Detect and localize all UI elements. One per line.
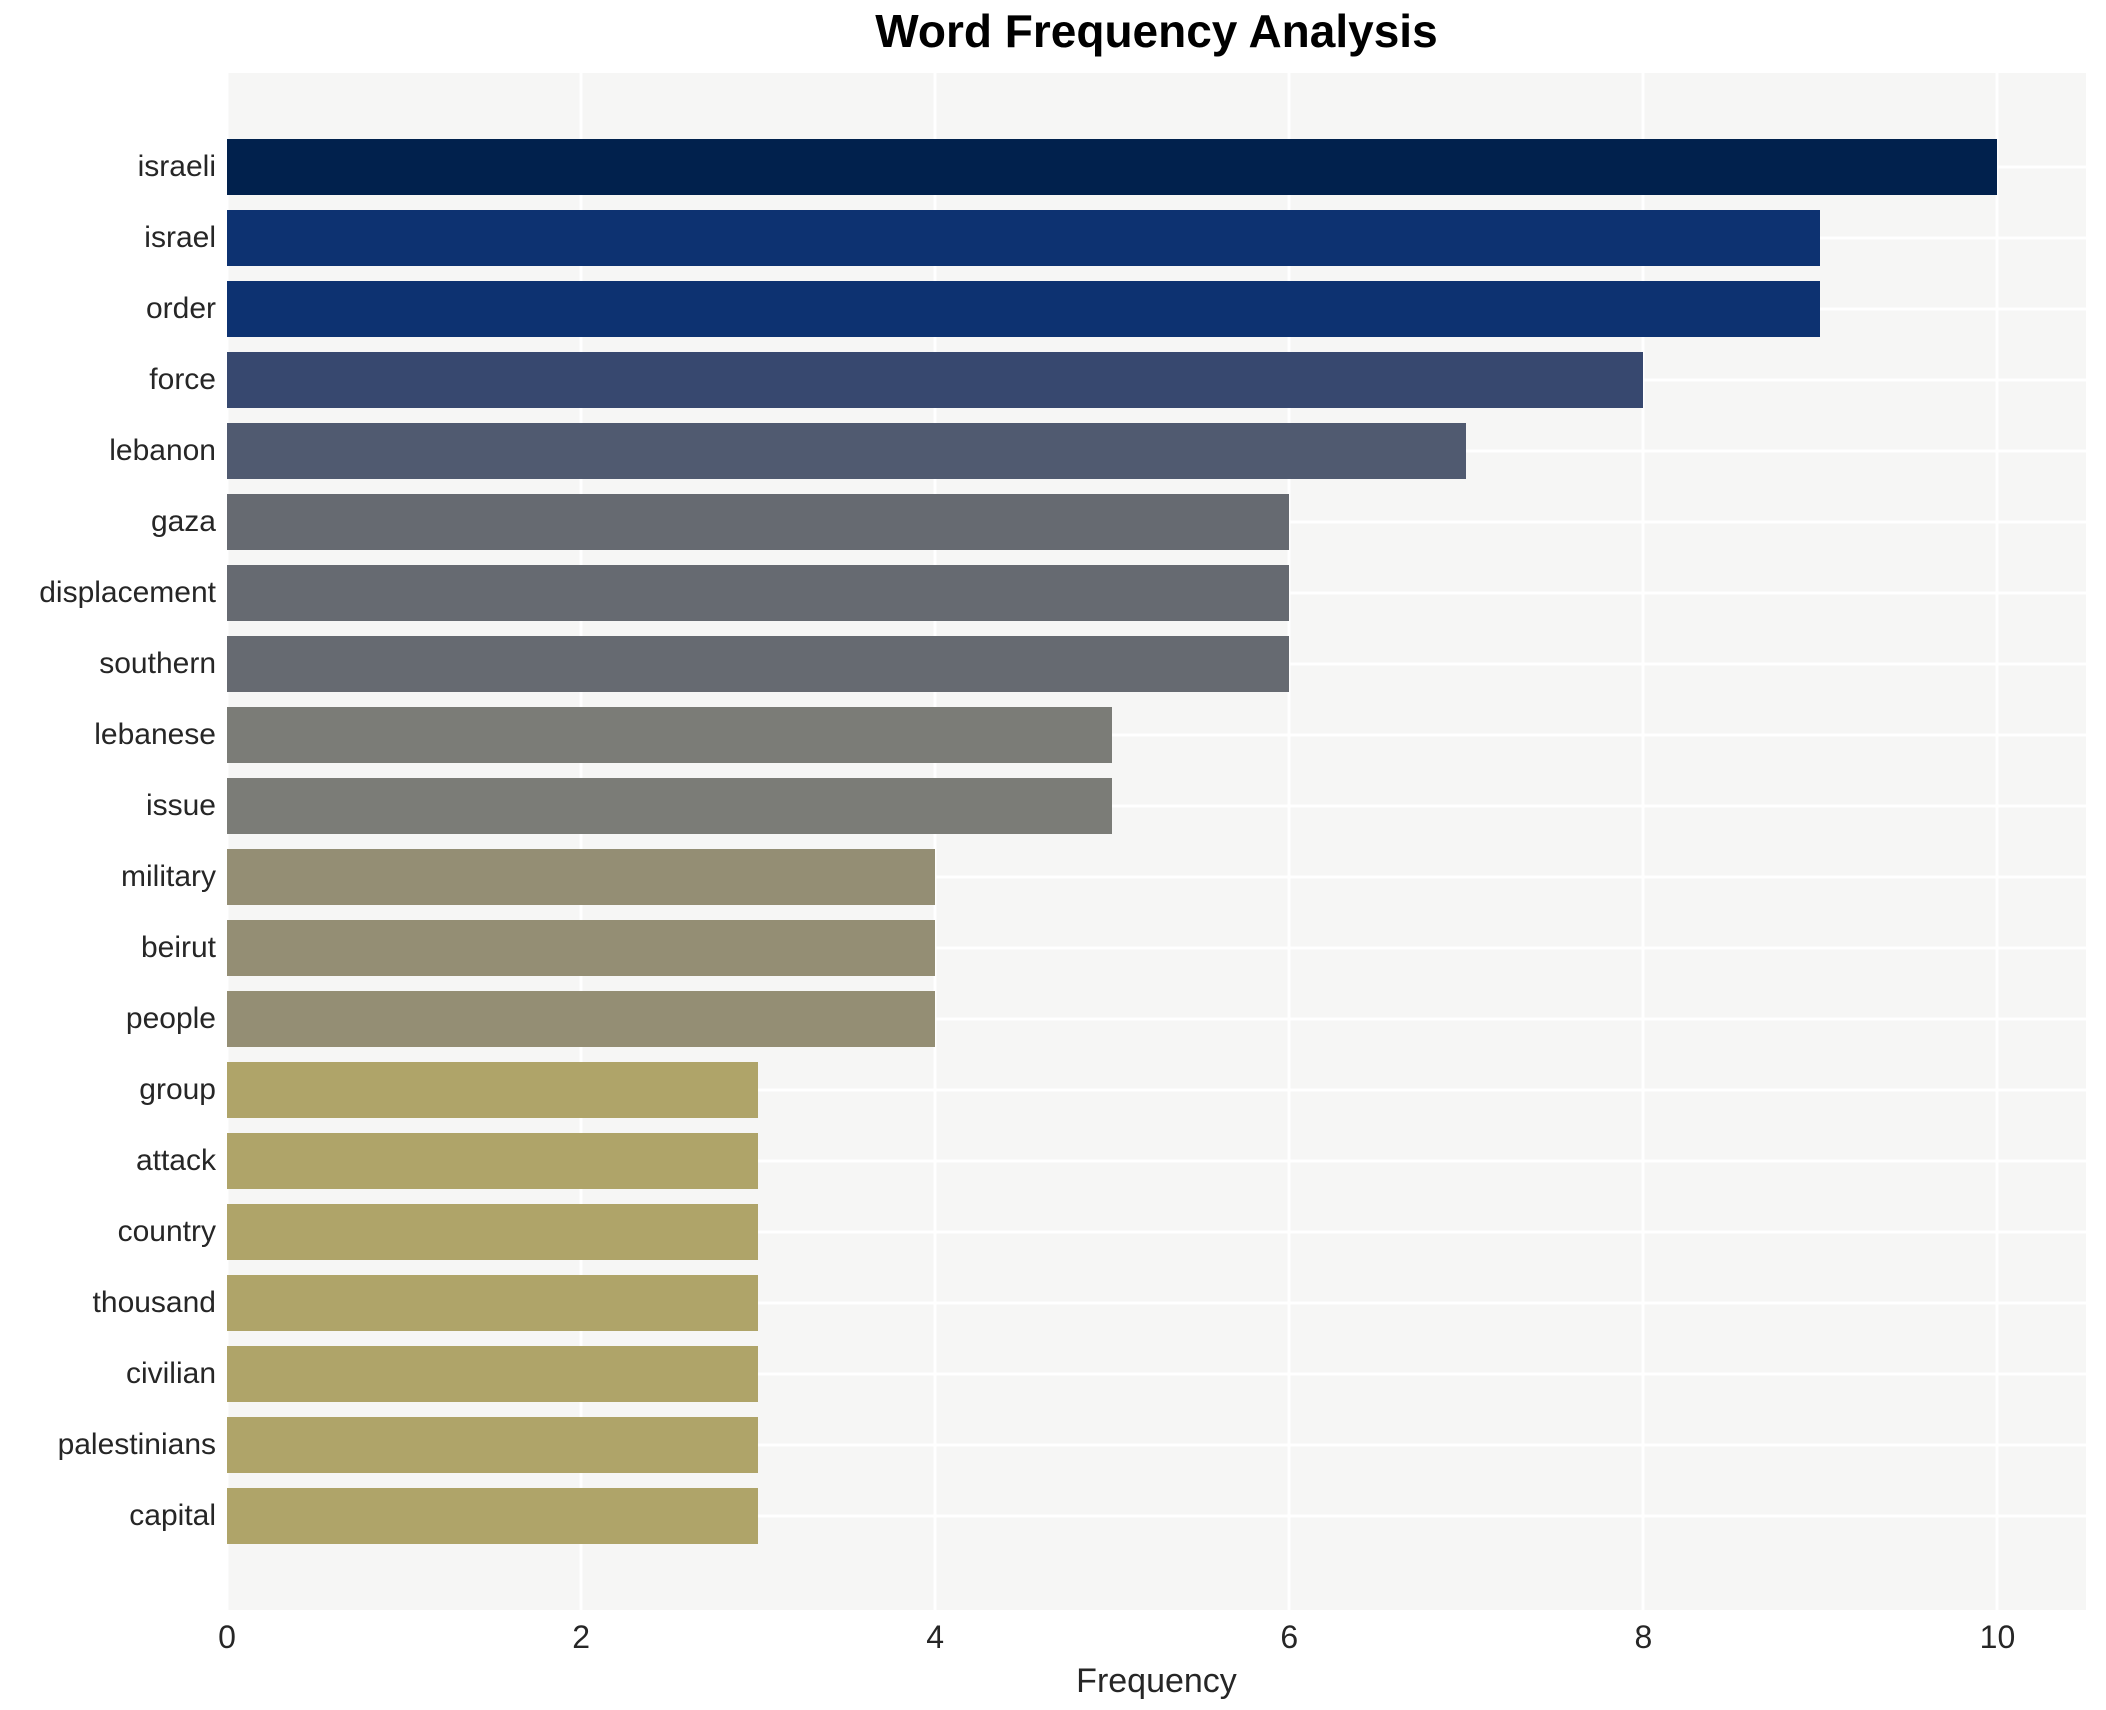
bar-row: israel [144,203,2086,274]
category-label: palestinians [57,1428,216,1461]
bar [227,636,1290,692]
category-label: israel [144,221,216,254]
gridlines [225,73,2086,1610]
bar [227,352,1644,408]
bar-row: civilian [126,1339,2086,1410]
bar-row: lebanese [94,700,2086,771]
bar [227,1488,759,1544]
bar [227,1204,759,1260]
bar-row: israeli [138,132,2086,203]
bar [227,707,1113,763]
bar-row: order [146,274,2086,345]
x-tick-label: 8 [1634,1619,1653,1655]
x-tick-label: 4 [926,1619,945,1655]
category-label: group [139,1073,216,1106]
bar-row: palestinians [58,1410,2086,1481]
bar [227,281,1821,337]
row-gridline [227,1443,2086,1447]
row-gridline [227,1301,2086,1305]
bar [227,920,936,976]
bar-row: lebanon [109,416,2086,487]
bar [227,139,1998,195]
bar [227,849,936,905]
bars-area: israeli israel order force lebanon gaza … [39,73,2086,1610]
bar-row: country [118,1197,2086,1268]
row-gridline [227,1372,2086,1376]
bar-row: southern [99,629,2086,700]
category-label: capital [129,1499,216,1532]
bar [227,494,1290,550]
category-label: order [145,292,216,325]
bar [227,1062,759,1118]
category-label: southern [99,647,216,680]
x-tick-label: 10 [1979,1619,2016,1655]
category-label: lebanon [109,434,216,467]
row-gridline [227,1017,2086,1021]
bar [227,1275,759,1331]
bar-row: capital [129,1481,2086,1552]
gridline [933,73,937,1610]
bar [227,1133,759,1189]
bar-row: military [121,842,2086,913]
bar [227,210,1821,266]
category-label: civilian [125,1357,216,1390]
category-label: thousand [92,1286,216,1319]
chart-title: Word Frequency Analysis [875,5,1438,57]
row-gridline [227,1159,2086,1163]
row-gridline [227,1230,2086,1234]
x-tick-label: 2 [572,1619,590,1655]
row-gridline [227,804,2086,808]
bar [227,1346,759,1402]
bar [227,1417,759,1473]
x-tick-label: 0 [218,1619,236,1655]
category-label: beirut [140,931,216,964]
category-label: country [117,1215,216,1248]
category-label: gaza [150,505,216,538]
bar [227,565,1290,621]
x-tick-label: 6 [1280,1619,1299,1655]
row-gridline [227,875,2086,879]
category-label: lebanese [94,718,216,751]
bar-row: people [126,984,2086,1055]
row-gridline [227,733,2086,737]
bar [227,778,1113,834]
bar [227,991,936,1047]
gridline [579,73,583,1610]
bar-row: thousand [93,1268,2086,1339]
category-label: people [125,1002,216,1035]
bar-row: displacement [39,558,2086,629]
category-label: force [149,363,216,396]
category-label: attack [135,1144,216,1177]
row-gridline [227,946,2086,950]
x-axis-label: Frequency [1076,1662,1237,1700]
category-label: issue [145,789,216,822]
gridline [1995,73,1999,1610]
bar-row: gaza [151,487,2086,558]
gridline [1641,73,1645,1610]
bar-row: force [149,345,2086,416]
bar [227,423,1467,479]
bar-row: group [139,1055,2086,1126]
category-label: military [121,860,216,893]
gridline [225,73,229,1610]
row-gridline [227,1514,2086,1518]
gridline [1287,73,1291,1610]
bar-row: issue [146,771,2086,842]
row-gridline [227,1088,2086,1092]
category-label: displacement [39,576,216,609]
bar-row: beirut [141,913,2086,984]
x-axis-ticks: 0 2 4 6 8 10 [218,1619,2086,1659]
bar-row: attack [136,1126,2086,1197]
plot-area: israeli israel order force lebanon gaza … [39,73,2086,1610]
category-label: israeli [137,150,216,183]
